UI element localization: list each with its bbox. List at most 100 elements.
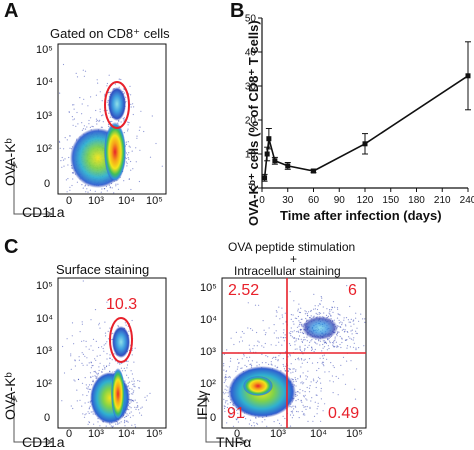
scatter-dot <box>271 364 273 366</box>
scatter-dot <box>123 401 126 404</box>
scatter-dot <box>297 330 299 332</box>
scatter-dot <box>127 385 129 387</box>
scatter-dot <box>100 378 102 380</box>
scatter-dot <box>252 395 254 397</box>
scatter-dot <box>237 352 240 354</box>
panel-a-cloud-right <box>104 122 126 182</box>
scatter-dot <box>256 331 258 334</box>
scatter-dot <box>111 187 113 189</box>
scatter-dot <box>113 109 115 111</box>
scatter-dot <box>107 402 109 404</box>
scatter-dot <box>273 407 275 409</box>
scatter-dot <box>120 163 122 165</box>
scatter-dot <box>265 415 268 417</box>
scatter-dot <box>256 378 258 380</box>
scatter-dot <box>118 164 120 166</box>
scatter-dot <box>127 128 129 130</box>
scatter-dot <box>292 398 294 400</box>
scatter-dot <box>356 368 358 370</box>
scatter-dot <box>109 105 112 107</box>
scatter-dot <box>61 156 63 159</box>
scatter-dot <box>111 120 113 123</box>
scatter-dot <box>106 401 108 403</box>
scatter-dot <box>100 398 102 400</box>
scatter-dot <box>309 317 311 319</box>
scatter-dot <box>115 397 117 399</box>
scatter-dot <box>89 164 91 166</box>
scatter-dot <box>325 342 327 345</box>
scatter-dot <box>119 406 121 408</box>
scatter-dot <box>105 391 107 393</box>
scatter-dot <box>140 110 142 112</box>
scatter-dot <box>272 394 274 396</box>
scatter-dot <box>282 358 284 360</box>
scatter-dot <box>126 338 129 340</box>
scatter-dot <box>111 116 113 118</box>
scatter-dot <box>134 386 136 388</box>
scatter-dot <box>102 379 104 381</box>
scatter-dot <box>129 412 131 414</box>
scatter-dot <box>117 347 119 349</box>
scatter-dot <box>112 338 114 340</box>
scatter-dot <box>133 383 135 385</box>
scatter-dot <box>319 334 321 337</box>
scatter-dot <box>94 158 96 160</box>
scatter-dot <box>118 78 120 80</box>
scatter-dot <box>116 374 118 376</box>
scatter-dot <box>264 409 266 412</box>
scatter-dot <box>130 169 132 171</box>
scatter-dot <box>112 144 114 146</box>
scatter-dot <box>279 371 281 373</box>
scatter-dot <box>84 154 86 156</box>
scatter-dot <box>346 331 348 333</box>
panel-c-right-title-plus: + <box>290 252 298 266</box>
scatter-dot <box>86 164 88 166</box>
scatter-dot <box>268 390 270 392</box>
scatter-dot <box>284 385 286 387</box>
scatter-dot <box>229 391 232 393</box>
panel-c-left-cloud-lower <box>90 372 130 424</box>
scatter-dot <box>101 371 103 373</box>
scatter-dot <box>340 364 342 366</box>
data-point <box>266 136 272 142</box>
scatter-dot <box>85 191 87 193</box>
scatter-dot <box>300 366 302 368</box>
scatter-dot <box>246 393 248 396</box>
scatter-dot <box>362 318 364 320</box>
data-point <box>285 163 291 169</box>
scatter-dot <box>116 91 118 93</box>
scatter-dot <box>106 170 108 172</box>
scatter-dot <box>116 351 118 353</box>
scatter-dot <box>112 379 114 381</box>
scatter-dot <box>282 332 285 334</box>
scatter-dot <box>335 375 337 378</box>
scatter-dot <box>107 152 109 154</box>
scatter-dot <box>306 399 308 401</box>
scatter-dot <box>328 318 330 320</box>
scatter-dot <box>77 160 79 162</box>
scatter-dot <box>108 392 110 394</box>
scatter-dot <box>307 332 309 334</box>
scatter-dot <box>258 383 260 385</box>
scatter-dot <box>73 118 75 120</box>
scatter-dot <box>123 367 125 369</box>
scatter-dot <box>105 377 107 379</box>
scatter-dot <box>86 188 88 190</box>
scatter-dot <box>94 159 97 161</box>
scatter-dot <box>254 406 256 408</box>
scatter-dot <box>115 106 117 108</box>
scatter-dot <box>101 371 103 373</box>
scatter-dot <box>127 414 129 416</box>
scatter-dot <box>280 370 282 372</box>
scatter-dot <box>122 416 124 418</box>
scatter-dot <box>105 382 107 384</box>
panel-c-left-title: Surface staining <box>56 262 150 277</box>
scatter-dot <box>284 351 287 353</box>
scatter-dot <box>299 329 301 331</box>
scatter-dot <box>95 159 97 161</box>
scatter-dot <box>298 335 301 337</box>
scatter-dot <box>270 361 272 363</box>
scatter-dot <box>282 385 284 387</box>
scatter-dot <box>120 380 123 382</box>
scatter-dot <box>92 379 94 381</box>
